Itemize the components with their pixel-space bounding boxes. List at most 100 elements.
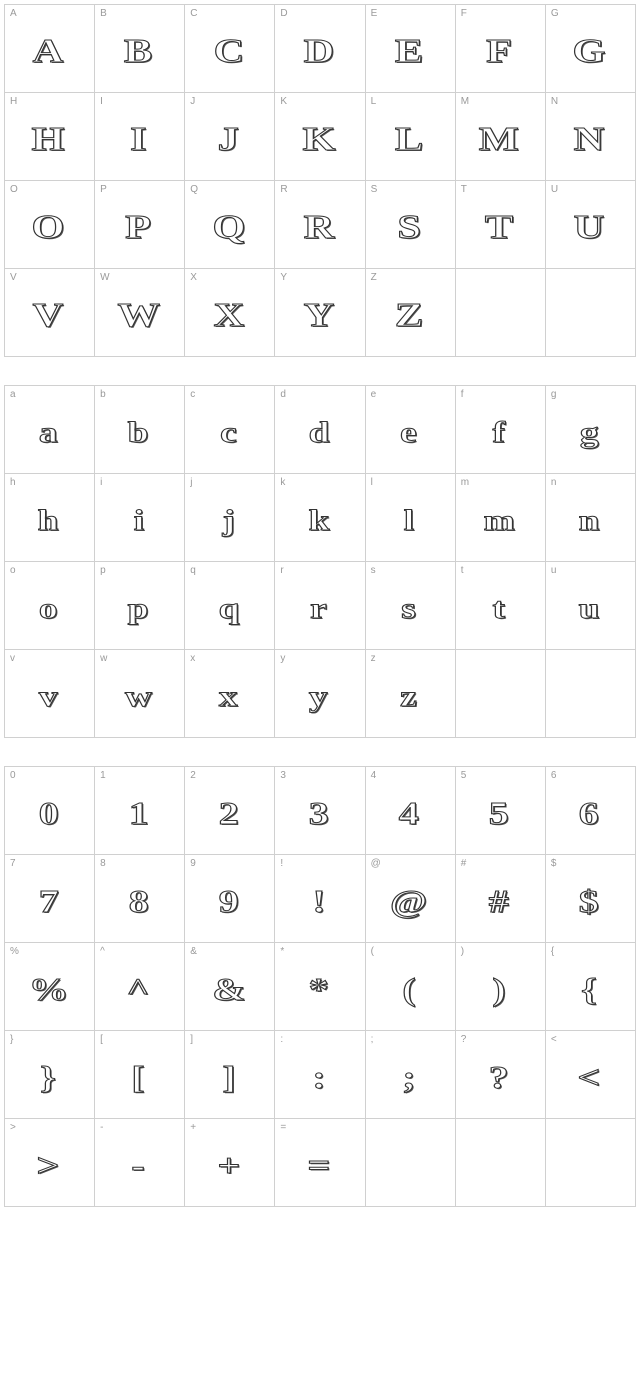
- glyph-cell[interactable]: [[: [95, 1031, 185, 1119]
- glyph-cell[interactable]: YY: [275, 269, 365, 357]
- glyph-display: A: [33, 33, 66, 71]
- glyph-display: O: [32, 209, 68, 247]
- glyph-cell[interactable]: GG: [546, 5, 636, 93]
- glyph-cell[interactable]: 44: [366, 767, 456, 855]
- glyph-cell[interactable]: VV: [5, 269, 95, 357]
- glyph-cell[interactable]: jj: [185, 474, 275, 562]
- glyph-cell[interactable]: bb: [95, 386, 185, 474]
- glyph-cell[interactable]: --: [95, 1119, 185, 1207]
- glyph-cell[interactable]: ss: [366, 562, 456, 650]
- cell-label: V: [10, 272, 17, 283]
- glyph-display: +: [217, 1147, 242, 1184]
- glyph-cell[interactable]: <<: [546, 1031, 636, 1119]
- glyph-cell[interactable]: BB: [95, 5, 185, 93]
- glyph-display: $: [579, 883, 602, 920]
- glyph-cell[interactable]: WW: [95, 269, 185, 357]
- glyph-cell[interactable]: 33: [275, 767, 365, 855]
- glyph-cell[interactable]: vv: [5, 650, 95, 738]
- glyph-cell[interactable]: NN: [546, 93, 636, 181]
- glyph-cell[interactable]: hh: [5, 474, 95, 562]
- glyph-cell[interactable]: 55: [456, 767, 546, 855]
- glyph-cell[interactable]: AA: [5, 5, 95, 93]
- glyph-cell[interactable]: 66: [546, 767, 636, 855]
- glyph-cell[interactable]: kk: [275, 474, 365, 562]
- glyph-cell[interactable]: LL: [366, 93, 456, 181]
- glyph-cell[interactable]: TT: [456, 181, 546, 269]
- glyph-cell[interactable]: xx: [185, 650, 275, 738]
- glyph-cell[interactable]: cc: [185, 386, 275, 474]
- glyph-cell[interactable]: ==: [275, 1119, 365, 1207]
- glyph-cell[interactable]: !!: [275, 855, 365, 943]
- glyph-cell[interactable]: ^^: [95, 943, 185, 1031]
- glyph-cell[interactable]: II: [95, 93, 185, 181]
- glyph-cell[interactable]: UU: [546, 181, 636, 269]
- glyph-cell[interactable]: FF: [456, 5, 546, 93]
- glyph-display: b: [128, 416, 151, 450]
- glyph-cell[interactable]: SS: [366, 181, 456, 269]
- glyph-cell[interactable]: RR: [275, 181, 365, 269]
- glyph-cell[interactable]: $$: [546, 855, 636, 943]
- glyph-cell[interactable]: CC: [185, 5, 275, 93]
- glyph-cell[interactable]: nn: [546, 474, 636, 562]
- glyph-cell[interactable]: KK: [275, 93, 365, 181]
- glyph-cell[interactable]: ::: [275, 1031, 365, 1119]
- glyph-cell[interactable]: QQ: [185, 181, 275, 269]
- glyph-cell[interactable]: aa: [5, 386, 95, 474]
- glyph-cell[interactable]: 00: [5, 767, 95, 855]
- glyph-cell[interactable]: zz: [366, 650, 456, 738]
- glyph-cell[interactable]: PP: [95, 181, 185, 269]
- glyph-cell[interactable]: XX: [185, 269, 275, 357]
- glyph-cell[interactable]: ll: [366, 474, 456, 562]
- glyph-cell[interactable]: ee: [366, 386, 456, 474]
- cell-label: r: [280, 565, 283, 576]
- glyph-cell[interactable]: ++: [185, 1119, 275, 1207]
- glyph-cell[interactable]: 99: [185, 855, 275, 943]
- glyph-display: X: [213, 297, 246, 335]
- glyph-cell[interactable]: >>: [5, 1119, 95, 1207]
- cell-label: ;: [371, 1034, 374, 1045]
- glyph-cell[interactable]: HH: [5, 93, 95, 181]
- glyph-cell[interactable]: ??: [456, 1031, 546, 1119]
- glyph-cell[interactable]: EE: [366, 5, 456, 93]
- glyph-cell[interactable]: MM: [456, 93, 546, 181]
- glyph-cell[interactable]: OO: [5, 181, 95, 269]
- glyph-cell[interactable]: )): [456, 943, 546, 1031]
- glyph-cell[interactable]: pp: [95, 562, 185, 650]
- cell-label: *: [280, 946, 284, 957]
- glyph-cell[interactable]: ;;: [366, 1031, 456, 1119]
- glyph-cell[interactable]: ((: [366, 943, 456, 1031]
- glyph-cell[interactable]: JJ: [185, 93, 275, 181]
- glyph-cell[interactable]: oo: [5, 562, 95, 650]
- glyph-cell[interactable]: ff: [456, 386, 546, 474]
- glyph-cell[interactable]: rr: [275, 562, 365, 650]
- glyph-cell[interactable]: 77: [5, 855, 95, 943]
- glyph-cell[interactable]: gg: [546, 386, 636, 474]
- glyph-display: 7: [38, 883, 61, 920]
- glyph-cell[interactable]: ii: [95, 474, 185, 562]
- glyph-display: N: [574, 121, 607, 159]
- glyph-cell[interactable]: dd: [275, 386, 365, 474]
- glyph-cell[interactable]: ]]: [185, 1031, 275, 1119]
- glyph-cell[interactable]: mm: [456, 474, 546, 562]
- glyph-cell[interactable]: 88: [95, 855, 185, 943]
- glyph-cell[interactable]: %%: [5, 943, 95, 1031]
- glyph-cell[interactable]: ww: [95, 650, 185, 738]
- glyph-cell[interactable]: **: [275, 943, 365, 1031]
- cell-label: +: [190, 1122, 196, 1133]
- cell-label: 2: [190, 770, 196, 781]
- glyph-cell[interactable]: 11: [95, 767, 185, 855]
- glyph-cell[interactable]: @@: [366, 855, 456, 943]
- glyph-cell[interactable]: ZZ: [366, 269, 456, 357]
- glyph-cell[interactable]: 22: [185, 767, 275, 855]
- glyph-cell[interactable]: ##: [456, 855, 546, 943]
- glyph-cell[interactable]: DD: [275, 5, 365, 93]
- glyph-cell[interactable]: uu: [546, 562, 636, 650]
- glyph-cell[interactable]: yy: [275, 650, 365, 738]
- glyph-cell[interactable]: {{: [546, 943, 636, 1031]
- glyph-cell[interactable]: tt: [456, 562, 546, 650]
- cell-label: z: [371, 653, 376, 664]
- glyph-cell[interactable]: &&: [185, 943, 275, 1031]
- glyph-cell[interactable]: qq: [185, 562, 275, 650]
- glyph-display: R: [303, 209, 336, 247]
- glyph-cell[interactable]: }}: [5, 1031, 95, 1119]
